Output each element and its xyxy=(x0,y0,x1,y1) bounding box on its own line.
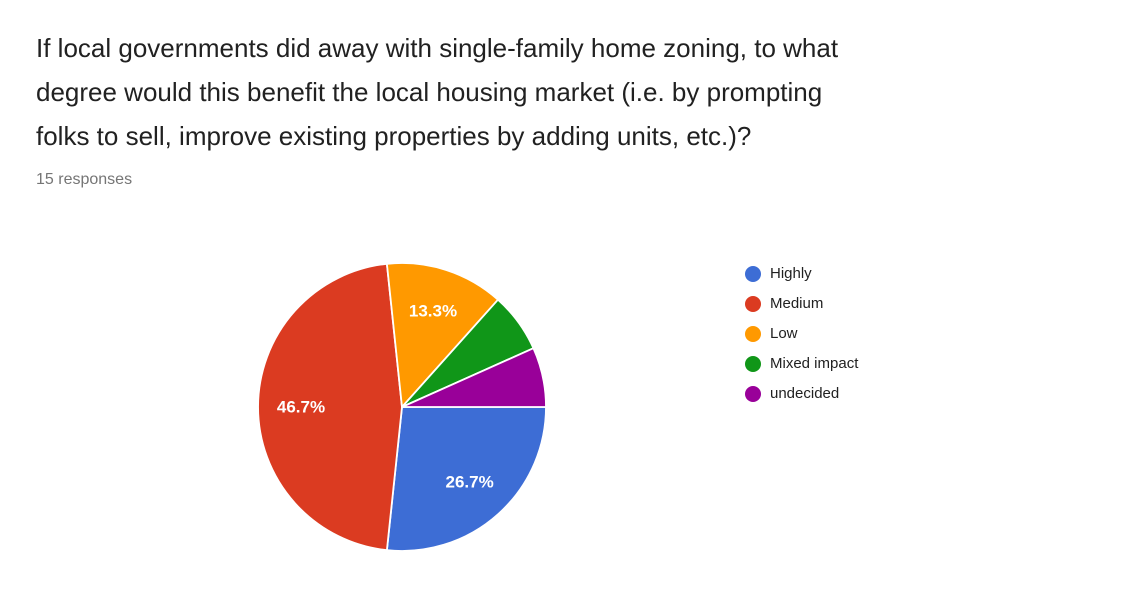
legend-label: Low xyxy=(770,325,798,342)
pie-slice-percent-label-highly: 26.7% xyxy=(445,473,493,492)
legend-label: Mixed impact xyxy=(770,355,859,372)
legend-label: undecided xyxy=(770,385,840,402)
pie-slice-medium[interactable] xyxy=(257,262,403,552)
chart-legend: Highly Medium Low Mixed impact undecided xyxy=(745,259,858,409)
question-title-line: folks to sell, improve existing properti… xyxy=(36,121,752,151)
legend-item-medium: Medium xyxy=(745,289,858,319)
pie-slice-percent-label-medium: 46.7% xyxy=(277,398,325,417)
legend-swatch-icon xyxy=(745,356,761,372)
pie-slice-highly[interactable] xyxy=(385,406,547,552)
legend-label: Medium xyxy=(770,295,824,312)
legend-swatch-icon xyxy=(745,386,761,402)
legend-item-highly: Highly xyxy=(745,259,858,289)
question-title-line: If local governments did away with singl… xyxy=(36,33,839,63)
pie-slice-percent-label-low: 13.3% xyxy=(409,301,457,320)
responses-count: 15 responses xyxy=(36,171,133,188)
pie-chart[interactable]: 26.7% 46.7% 13.3% xyxy=(252,257,552,557)
legend-item-mixed-impact: Mixed impact xyxy=(745,349,858,379)
question-title: If local governments did away with singl… xyxy=(36,26,1096,158)
pie-slice-low[interactable] xyxy=(385,262,499,408)
pie-slice-undecided[interactable] xyxy=(401,347,547,408)
legend-item-low: Low xyxy=(745,319,858,349)
legend-swatch-icon xyxy=(745,296,761,312)
legend-label: Highly xyxy=(770,265,812,282)
legend-swatch-icon xyxy=(745,326,761,342)
question-title-line: degree would this benefit the local hous… xyxy=(36,77,823,107)
legend-item-undecided: undecided xyxy=(745,379,858,409)
legend-swatch-icon xyxy=(745,266,761,282)
